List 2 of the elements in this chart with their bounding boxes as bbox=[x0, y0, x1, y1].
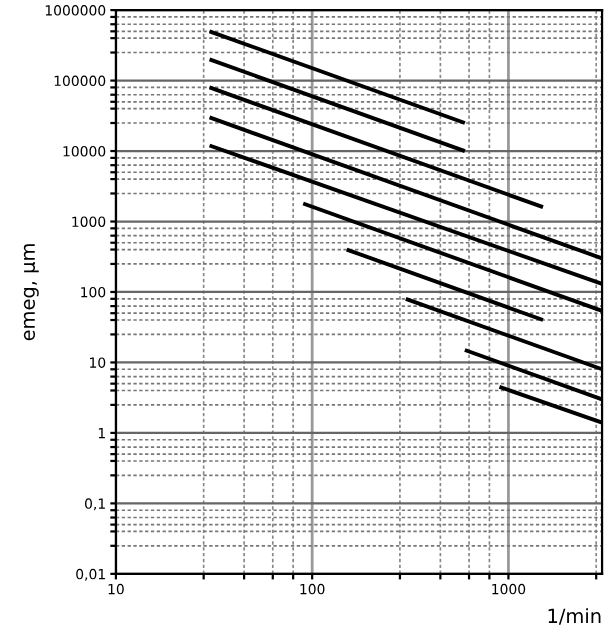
x-axis-title: 1/min bbox=[548, 608, 601, 625]
y-axis-title: emeg, µm bbox=[23, 244, 39, 341]
